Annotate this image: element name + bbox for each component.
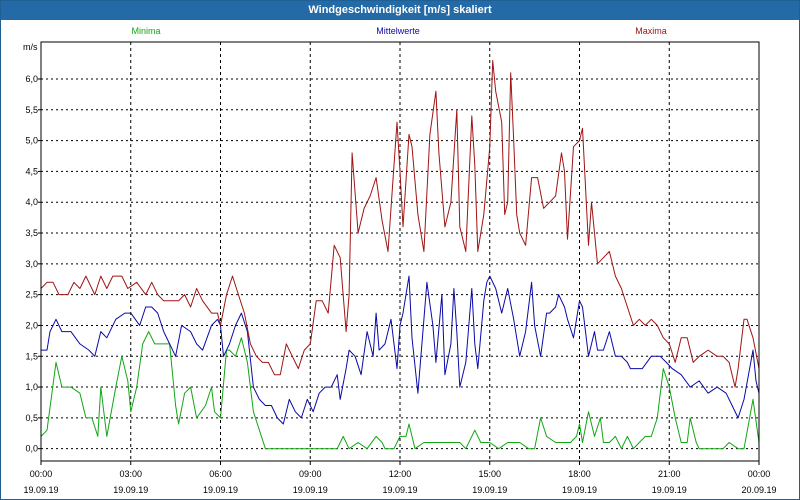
y-tick-label: 2,0 xyxy=(25,320,38,330)
mittelwerte-line xyxy=(41,275,760,425)
x-tick-time: 00:00 xyxy=(748,469,771,479)
wind-speed-chart: m/s 0,0 0,5 1,0 1,5 2,0 2,5 3,0 3,5 4,0 4,5 5,0 5,5… xyxy=(23,26,777,495)
x-tick-time: 18:00 xyxy=(568,469,591,479)
legend: Minima Mittelwerte Maxima xyxy=(131,26,666,36)
x-tick-date: 19.09.19 xyxy=(293,485,328,495)
x-tick-time: 15:00 xyxy=(478,469,501,479)
x-tick-time: 21:00 xyxy=(658,469,681,479)
x-tick-time: 09:00 xyxy=(299,469,322,479)
grid xyxy=(41,42,759,461)
y-tick-label: 1,5 xyxy=(25,351,38,361)
x-tick-time: 06:00 xyxy=(209,469,232,479)
minima-line xyxy=(40,331,760,450)
y-axis-label: m/s xyxy=(23,42,38,52)
y-tick-label: 1,0 xyxy=(25,382,38,392)
y-tick-label: 5,0 xyxy=(25,136,38,146)
y-tick-label: 4,5 xyxy=(25,166,38,176)
x-tick-date: 19.09.19 xyxy=(203,485,238,495)
x-tick-time: 00:00 xyxy=(30,469,53,479)
x-tick-date: 19.09.19 xyxy=(382,485,417,495)
y-tick-label: 5,5 xyxy=(25,105,38,115)
y-tick-label: 4,0 xyxy=(25,197,38,207)
x-tick-date: 19.09.19 xyxy=(23,485,58,495)
series-lines xyxy=(40,60,760,450)
x-tick-time: 12:00 xyxy=(389,469,412,479)
y-tick-label: 3,0 xyxy=(25,259,38,269)
maxima-line xyxy=(40,60,760,388)
x-tick-date: 19.09.19 xyxy=(562,485,597,495)
legend-maxima: Maxima xyxy=(635,26,667,36)
x-tick-date: 19.09.19 xyxy=(113,485,148,495)
x-tick-date: 19.09.19 xyxy=(652,485,687,495)
y-tick-label: 0,0 xyxy=(25,444,38,454)
y-tick-label: 6,0 xyxy=(25,74,38,84)
x-tick-date: 19.09.19 xyxy=(472,485,507,495)
y-tick-label: 0,5 xyxy=(25,413,38,423)
x-tick-time: 03:00 xyxy=(119,469,142,479)
y-tick-label: 3,5 xyxy=(25,228,38,238)
legend-mittelwerte: Mittelwerte xyxy=(376,26,420,36)
y-tick-label: 2,5 xyxy=(25,290,38,300)
window-title: Windgeschwindigkeit [m/s] skaliert xyxy=(1,1,799,20)
x-tick-date: 20.09.19 xyxy=(741,485,776,495)
legend-minima: Minima xyxy=(131,26,160,36)
axes: m/s 0,0 0,5 1,0 1,5 2,0 2,5 3,0 3,5 4,0 4,5 5,0 5,5… xyxy=(23,41,777,495)
